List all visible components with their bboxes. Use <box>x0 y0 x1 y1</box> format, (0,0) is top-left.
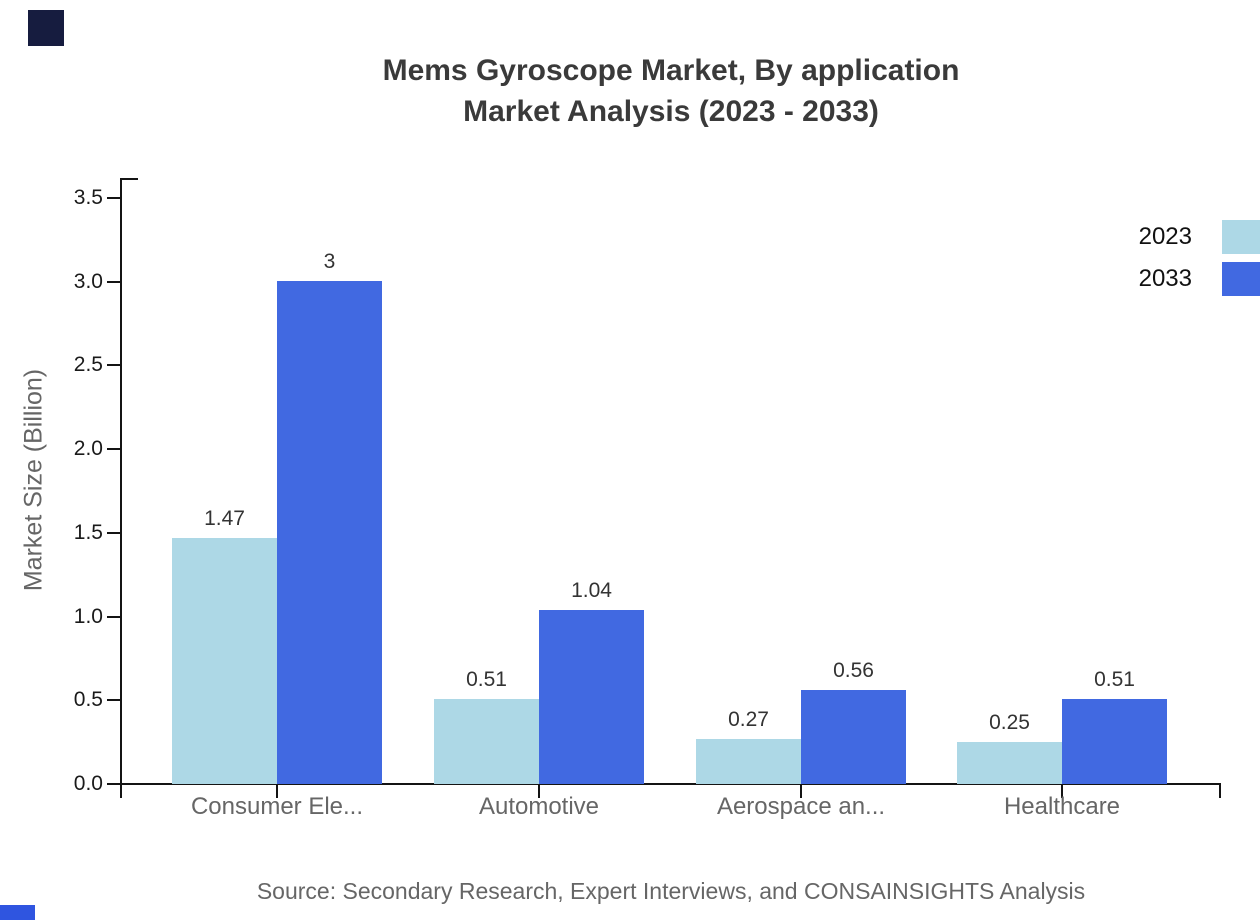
bar-value-label: 1.04 <box>571 579 612 602</box>
category-label: Healthcare <box>1003 793 1121 820</box>
bar-2023-3 <box>957 742 1062 784</box>
x-axis-line <box>120 783 1221 785</box>
x-tick-mark <box>276 784 278 798</box>
bar-value-label: 0.25 <box>989 711 1030 734</box>
x-tick-mark <box>800 784 802 798</box>
bar-value-label: 0.51 <box>466 668 507 691</box>
y-tick-label: 3.5 <box>73 185 103 209</box>
category-label: Aerospace an... <box>716 793 886 820</box>
y-tick-mark <box>107 783 121 785</box>
bar-2033-1 <box>539 610 644 784</box>
bar-2033-3 <box>1062 699 1167 784</box>
y-tick-mark <box>107 280 121 283</box>
y-tick-mark <box>107 448 121 450</box>
legend-label: 2023 <box>1138 223 1192 250</box>
bar-value-label: 1.47 <box>204 507 245 530</box>
x-tick-mark <box>538 784 540 798</box>
bar-2023-0 <box>172 538 277 784</box>
bar-value-label: 0.56 <box>833 659 874 682</box>
y-tick-mark <box>107 364 121 367</box>
y-axis-title: Market Size (Billion) <box>19 368 48 592</box>
bar-2023-2 <box>696 739 801 784</box>
bar-2023-1 <box>434 699 539 784</box>
legend-item-2033: 2033 <box>1090 262 1260 296</box>
bar-value-label: 0.27 <box>728 708 769 731</box>
y-tick-label: 0.5 <box>73 688 103 712</box>
category-label: Automotive <box>478 793 600 820</box>
y-tick-label: 2.0 <box>73 437 103 460</box>
y-tick-mark <box>107 531 121 534</box>
bar-2033-2 <box>801 690 906 784</box>
y-tick-mark <box>107 196 121 199</box>
y-tick-label: 1.0 <box>73 604 103 628</box>
bar-2033-0 <box>277 281 382 784</box>
y-tick-label: 0.0 <box>73 772 103 795</box>
x-axis-end-tick <box>1219 784 1221 798</box>
decor-square-top-left-icon <box>28 10 64 46</box>
decor-square-bottom-left-icon <box>0 905 35 920</box>
y-tick-label: 2.5 <box>73 353 103 377</box>
y-axis-top-cap <box>120 178 138 180</box>
legend-swatch-icon <box>1222 220 1260 254</box>
legend-label: 2033 <box>1138 265 1192 292</box>
chart-title: Mems Gyroscope Market, By application Ma… <box>121 50 1221 132</box>
y-tick-label: 3.0 <box>73 269 103 293</box>
y-axis-line <box>120 178 122 798</box>
bar-value-label: 0.51 <box>1094 668 1135 691</box>
category-label: Consumer Ele... <box>190 793 364 820</box>
y-tick-label: 1.5 <box>73 520 103 544</box>
y-tick-mark <box>107 615 121 618</box>
legend-item-2023: 2023 <box>1090 220 1260 254</box>
bar-value-label: 3 <box>323 250 336 273</box>
legend-swatch-icon <box>1222 262 1260 296</box>
source-attribution: Source: Secondary Research, Expert Inter… <box>256 878 1086 904</box>
chart-title-line-2: Market Analysis (2023 - 2033) <box>463 95 879 128</box>
chart-title-line-1: Mems Gyroscope Market, By application <box>382 54 960 87</box>
y-tick-mark <box>107 699 121 702</box>
x-tick-mark <box>1061 784 1063 798</box>
